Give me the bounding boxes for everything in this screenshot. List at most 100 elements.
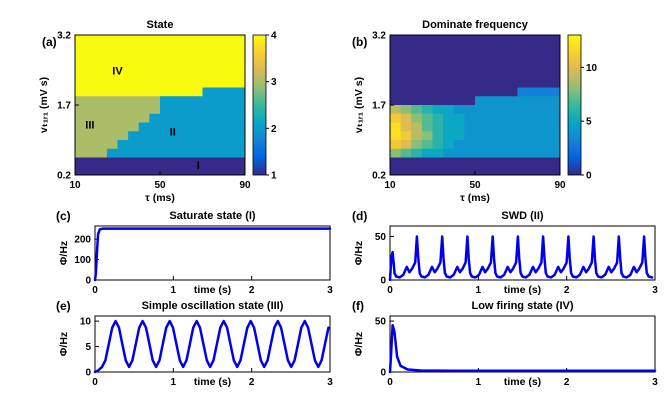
heatmap-cell (160, 87, 172, 97)
heatmap-cell (106, 70, 118, 80)
heatmap-cell (432, 122, 444, 132)
heatmap-cell (213, 122, 225, 132)
y-tick-label: 100 (74, 255, 91, 266)
heatmap-cell (181, 148, 193, 158)
heatmap-cell (85, 61, 97, 71)
heatmap-cell (160, 140, 172, 150)
heatmap-cell (453, 52, 465, 62)
x-tick-label: 50 (469, 180, 481, 191)
colorbar (252, 34, 267, 176)
heatmap-cell (96, 140, 108, 150)
heatmap-cell (191, 52, 203, 62)
heatmap-cell (506, 35, 518, 45)
heatmap-cell (538, 52, 550, 62)
heatmap-cell (506, 122, 518, 132)
heatmap-cell (506, 96, 518, 106)
heatmap-cell (538, 105, 550, 115)
heatmap-cell (400, 78, 412, 88)
heatmap-cell (191, 166, 203, 176)
heatmap-cell (485, 35, 497, 45)
heatmap-cell (234, 52, 246, 62)
heatmap-cell (538, 61, 550, 71)
heatmap-cell (400, 70, 412, 80)
heatmap-cell (496, 113, 508, 123)
heatmap-cell (464, 87, 476, 97)
heatmap-cell (149, 43, 161, 53)
heatmap-cell (411, 140, 423, 150)
heatmap-cell (485, 166, 497, 176)
heatmap-cell (202, 140, 214, 150)
heatmap-cell (475, 96, 487, 106)
heatmap-cell (464, 105, 476, 115)
heatmap-cell (421, 87, 433, 97)
heatmap-cell (170, 122, 182, 132)
heatmap-cell (191, 43, 203, 53)
y-tick-label: 3.2 (57, 31, 71, 42)
panel-f: Low firing state (IV) (f) 0 1 2 3 0 50 Φ/Hz time … (352, 299, 658, 388)
heatmap-cell (117, 113, 129, 123)
panel-title: Dominate frequency (422, 19, 529, 31)
heatmap-cell (223, 87, 235, 97)
heatmap-cell (464, 96, 476, 106)
series-line (388, 323, 657, 374)
heatmap-cell (411, 131, 423, 141)
heatmap-cell (149, 166, 161, 176)
heatmap-cell (223, 70, 235, 80)
heatmap-cell (213, 105, 225, 115)
heatmap-cell (506, 113, 518, 123)
x-axis-label: τ (ms) (460, 192, 490, 204)
heatmap-cell (400, 105, 412, 115)
heatmap-cell (432, 157, 444, 167)
heatmap-cell (106, 96, 118, 106)
heatmap-cell (202, 52, 214, 62)
heatmap-cell (421, 148, 433, 158)
heatmap-cell (443, 140, 455, 150)
heatmap-cell (213, 52, 225, 62)
colorbar-tick-label: 3 (271, 77, 277, 88)
heatmap-cell (138, 70, 150, 80)
heatmap-cell (138, 140, 150, 150)
heatmap-cell (234, 113, 246, 123)
x-axis-label: time (s) (194, 376, 231, 388)
heatmap-cell (191, 61, 203, 71)
heatmap-cell (213, 166, 225, 176)
heatmap-cell (549, 113, 561, 123)
heatmap-cell (170, 131, 182, 141)
heatmap-cell (75, 78, 87, 88)
x-tick-label: 3 (327, 285, 333, 296)
heatmap-cell (138, 113, 150, 123)
heatmap-cell (96, 61, 108, 71)
heatmap-cell (390, 113, 402, 123)
heatmap-cell (506, 43, 518, 53)
heatmap-cell (191, 131, 203, 141)
heatmap-cell (191, 70, 203, 80)
heatmap-cell (485, 61, 497, 71)
heatmap-cell (191, 113, 203, 123)
heatmap-cell (400, 166, 412, 176)
heatmap-cell (453, 166, 465, 176)
heatmap-cell (390, 122, 402, 132)
heatmap-cell (234, 140, 246, 150)
heatmap-cell (432, 43, 444, 53)
x-tick-label: 1 (171, 285, 177, 296)
heatmap-cell (75, 113, 87, 123)
heatmap-cell (138, 61, 150, 71)
heatmap-cell (549, 35, 561, 45)
heatmap-cell (128, 35, 140, 45)
heatmap-cell (538, 113, 550, 123)
heatmap-cell (464, 122, 476, 132)
heatmap-cell (432, 35, 444, 45)
x-tick-label: 3 (652, 377, 658, 388)
heatmap-cell (475, 166, 487, 176)
heatmap-cell (390, 105, 402, 115)
heatmap-cell (213, 140, 225, 150)
heatmap-cell (223, 148, 235, 158)
heatmap-cell (549, 78, 561, 88)
heatmap-cell (234, 96, 246, 106)
heatmap-cell (528, 148, 540, 158)
series-line (93, 227, 332, 282)
heatmap-cell (106, 43, 118, 53)
heatmap-cell (528, 43, 540, 53)
heatmap-cell (496, 96, 508, 106)
heatmap-cell (128, 140, 140, 150)
